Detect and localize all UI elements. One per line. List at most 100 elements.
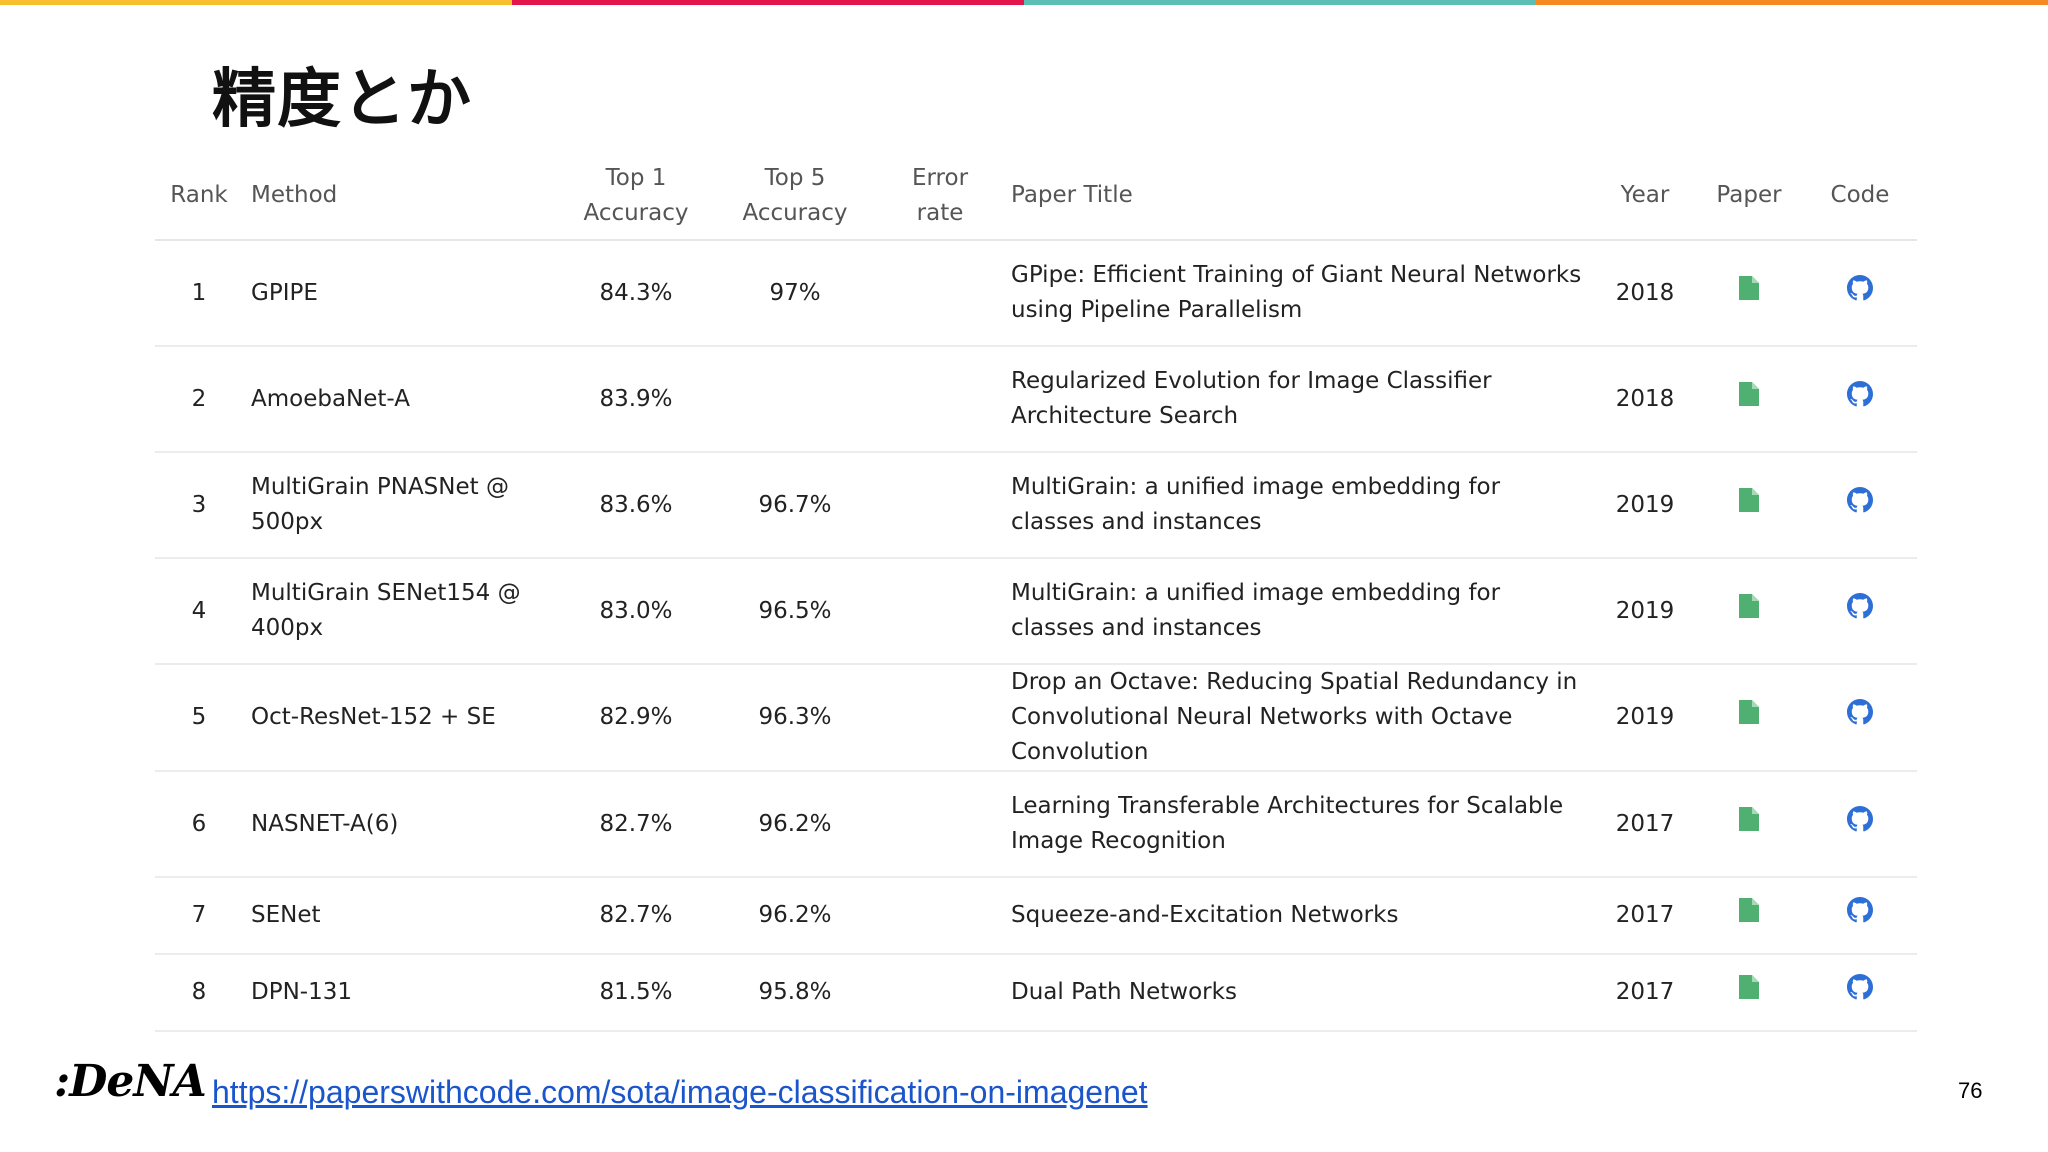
header-top1-line2: Accuracy <box>583 199 689 226</box>
github-icon[interactable] <box>1847 897 1873 934</box>
header-top5-line1: Top 5 <box>764 164 826 191</box>
sota-table: Rank Method Top 1 Accuracy Top 5 Accuracy … <box>155 152 1917 1032</box>
top-bar-segment-red <box>512 0 1024 5</box>
source-link[interactable]: https://paperswithcode.com/sota/image-cl… <box>212 1074 1148 1110</box>
cell-rank: 1 <box>155 240 243 347</box>
cell-paper <box>1695 877 1803 955</box>
cell-year: 2017 <box>1595 771 1695 878</box>
cell-method: MultiGrain PNASNet @ 500px <box>243 452 559 559</box>
header-method[interactable]: Method <box>243 152 559 241</box>
cell-top1-accuracy: 82.7% <box>559 771 713 878</box>
table-row: 3 MultiGrain PNASNet @ 500px 83.6% 96.7% Mul… <box>155 452 1917 559</box>
cell-code <box>1803 452 1917 559</box>
table-row: 4 MultiGrain SENet154 @ 400px 83.0% 96.5% Mu… <box>155 558 1917 665</box>
cell-rank: 2 <box>155 346 243 453</box>
cell-method: MultiGrain SENet154 @ 400px <box>243 558 559 665</box>
top-bar-segment-teal <box>1024 0 1536 5</box>
cell-rank: 8 <box>155 954 243 1032</box>
paper-title-link[interactable]: MultiGrain: a unified image embedding fo… <box>1003 558 1595 665</box>
cell-year: 2019 <box>1595 558 1695 665</box>
cell-code <box>1803 877 1917 955</box>
header-error-line1: Error <box>911 164 969 191</box>
cell-code <box>1803 240 1917 347</box>
top-color-bar <box>0 0 2048 5</box>
cell-rank: 3 <box>155 452 243 559</box>
cell-paper <box>1695 452 1803 559</box>
table-row: 5 Oct-ResNet-152 + SE 82.9% 96.3% Drop an Oc… <box>155 664 1917 772</box>
github-icon[interactable] <box>1847 274 1873 312</box>
cell-top5-accuracy: 96.7% <box>713 452 877 559</box>
cell-year: 2018 <box>1595 346 1695 453</box>
cell-top5-accuracy: 96.2% <box>713 877 877 955</box>
paper-title-link[interactable]: Dual Path Networks <box>1003 954 1595 1032</box>
cell-error-rate <box>877 954 1003 1032</box>
document-icon[interactable] <box>1739 593 1759 629</box>
cell-paper <box>1695 240 1803 347</box>
table-row: 8 DPN-131 81.5% 95.8% Dual Path Networks 2017 <box>155 954 1917 1032</box>
paper-title-link[interactable]: Regularized Evolution for Image Classifi… <box>1003 346 1595 453</box>
header-top1[interactable]: Top 1 Accuracy <box>559 152 713 241</box>
table-body: 1 GPIPE 84.3% 97% GPipe: Efficient Training … <box>155 240 1917 1032</box>
page-number: 76 <box>1958 1078 1983 1103</box>
github-icon[interactable] <box>1847 592 1873 630</box>
cell-top5-accuracy: 97% <box>713 240 877 347</box>
cell-top1-accuracy: 81.5% <box>559 954 713 1032</box>
document-icon[interactable] <box>1739 806 1759 842</box>
paper-title-link[interactable]: Drop an Octave: Reducing Spatial Redunda… <box>1003 664 1595 772</box>
cell-top1-accuracy: 82.9% <box>559 664 713 772</box>
cell-top1-accuracy: 83.6% <box>559 452 713 559</box>
table-header-row: Rank Method Top 1 Accuracy Top 5 Accuracy … <box>155 152 1917 241</box>
cell-paper <box>1695 771 1803 878</box>
cell-error-rate <box>877 558 1003 665</box>
github-icon[interactable] <box>1847 486 1873 524</box>
cell-code <box>1803 346 1917 453</box>
cell-paper <box>1695 664 1803 772</box>
paper-title-link[interactable]: Learning Transferable Architectures for … <box>1003 771 1595 878</box>
document-icon[interactable] <box>1739 700 1759 735</box>
header-top5[interactable]: Top 5 Accuracy <box>713 152 877 241</box>
cell-year: 2018 <box>1595 240 1695 347</box>
header-error-rate[interactable]: Error rate <box>877 152 1003 241</box>
cell-top5-accuracy: 96.3% <box>713 664 877 772</box>
top-bar-segment-orange <box>1536 0 2048 5</box>
cell-top5-accuracy: 96.5% <box>713 558 877 665</box>
paper-title-link[interactable]: Squeeze-and-Excitation Networks <box>1003 877 1595 955</box>
cell-year: 2019 <box>1595 664 1695 772</box>
cell-method: Oct-ResNet-152 + SE <box>243 664 559 772</box>
github-icon[interactable] <box>1847 380 1873 418</box>
cell-year: 2019 <box>1595 452 1695 559</box>
paper-title-link[interactable]: GPipe: Efficient Training of Giant Neura… <box>1003 240 1595 347</box>
paper-title-link[interactable]: MultiGrain: a unified image embedding fo… <box>1003 452 1595 559</box>
github-icon[interactable] <box>1847 974 1873 1011</box>
cell-error-rate <box>877 452 1003 559</box>
header-error-line2: rate <box>916 199 964 226</box>
cell-top1-accuracy: 83.0% <box>559 558 713 665</box>
cell-code <box>1803 771 1917 878</box>
cell-method: GPIPE <box>243 240 559 347</box>
document-icon[interactable] <box>1739 898 1759 933</box>
cell-code <box>1803 664 1917 772</box>
cell-error-rate <box>877 664 1003 772</box>
header-year[interactable]: Year <box>1595 152 1695 241</box>
cell-error-rate <box>877 771 1003 878</box>
header-rank[interactable]: Rank <box>155 152 243 241</box>
github-icon[interactable] <box>1847 699 1873 736</box>
cell-top1-accuracy: 84.3% <box>559 240 713 347</box>
header-top1-line1: Top 1 <box>605 164 667 191</box>
document-icon[interactable] <box>1739 975 1759 1010</box>
cell-year: 2017 <box>1595 877 1695 955</box>
cell-error-rate <box>877 240 1003 347</box>
github-icon[interactable] <box>1847 805 1873 843</box>
top-bar-segment-yellow <box>0 0 512 5</box>
document-icon[interactable] <box>1739 381 1759 417</box>
cell-method: NASNET-A(6) <box>243 771 559 878</box>
cell-paper <box>1695 954 1803 1032</box>
cell-code <box>1803 954 1917 1032</box>
cell-method: SENet <box>243 877 559 955</box>
table-row: 6 NASNET-A(6) 82.7% 96.2% Learning Transfera… <box>155 771 1917 878</box>
dena-logo: :DeNA <box>54 1056 207 1107</box>
document-icon[interactable] <box>1739 487 1759 523</box>
document-icon[interactable] <box>1739 275 1759 311</box>
cell-rank: 6 <box>155 771 243 878</box>
table-row: 7 SENet 82.7% 96.2% Squeeze-and-Excitation N… <box>155 877 1917 955</box>
